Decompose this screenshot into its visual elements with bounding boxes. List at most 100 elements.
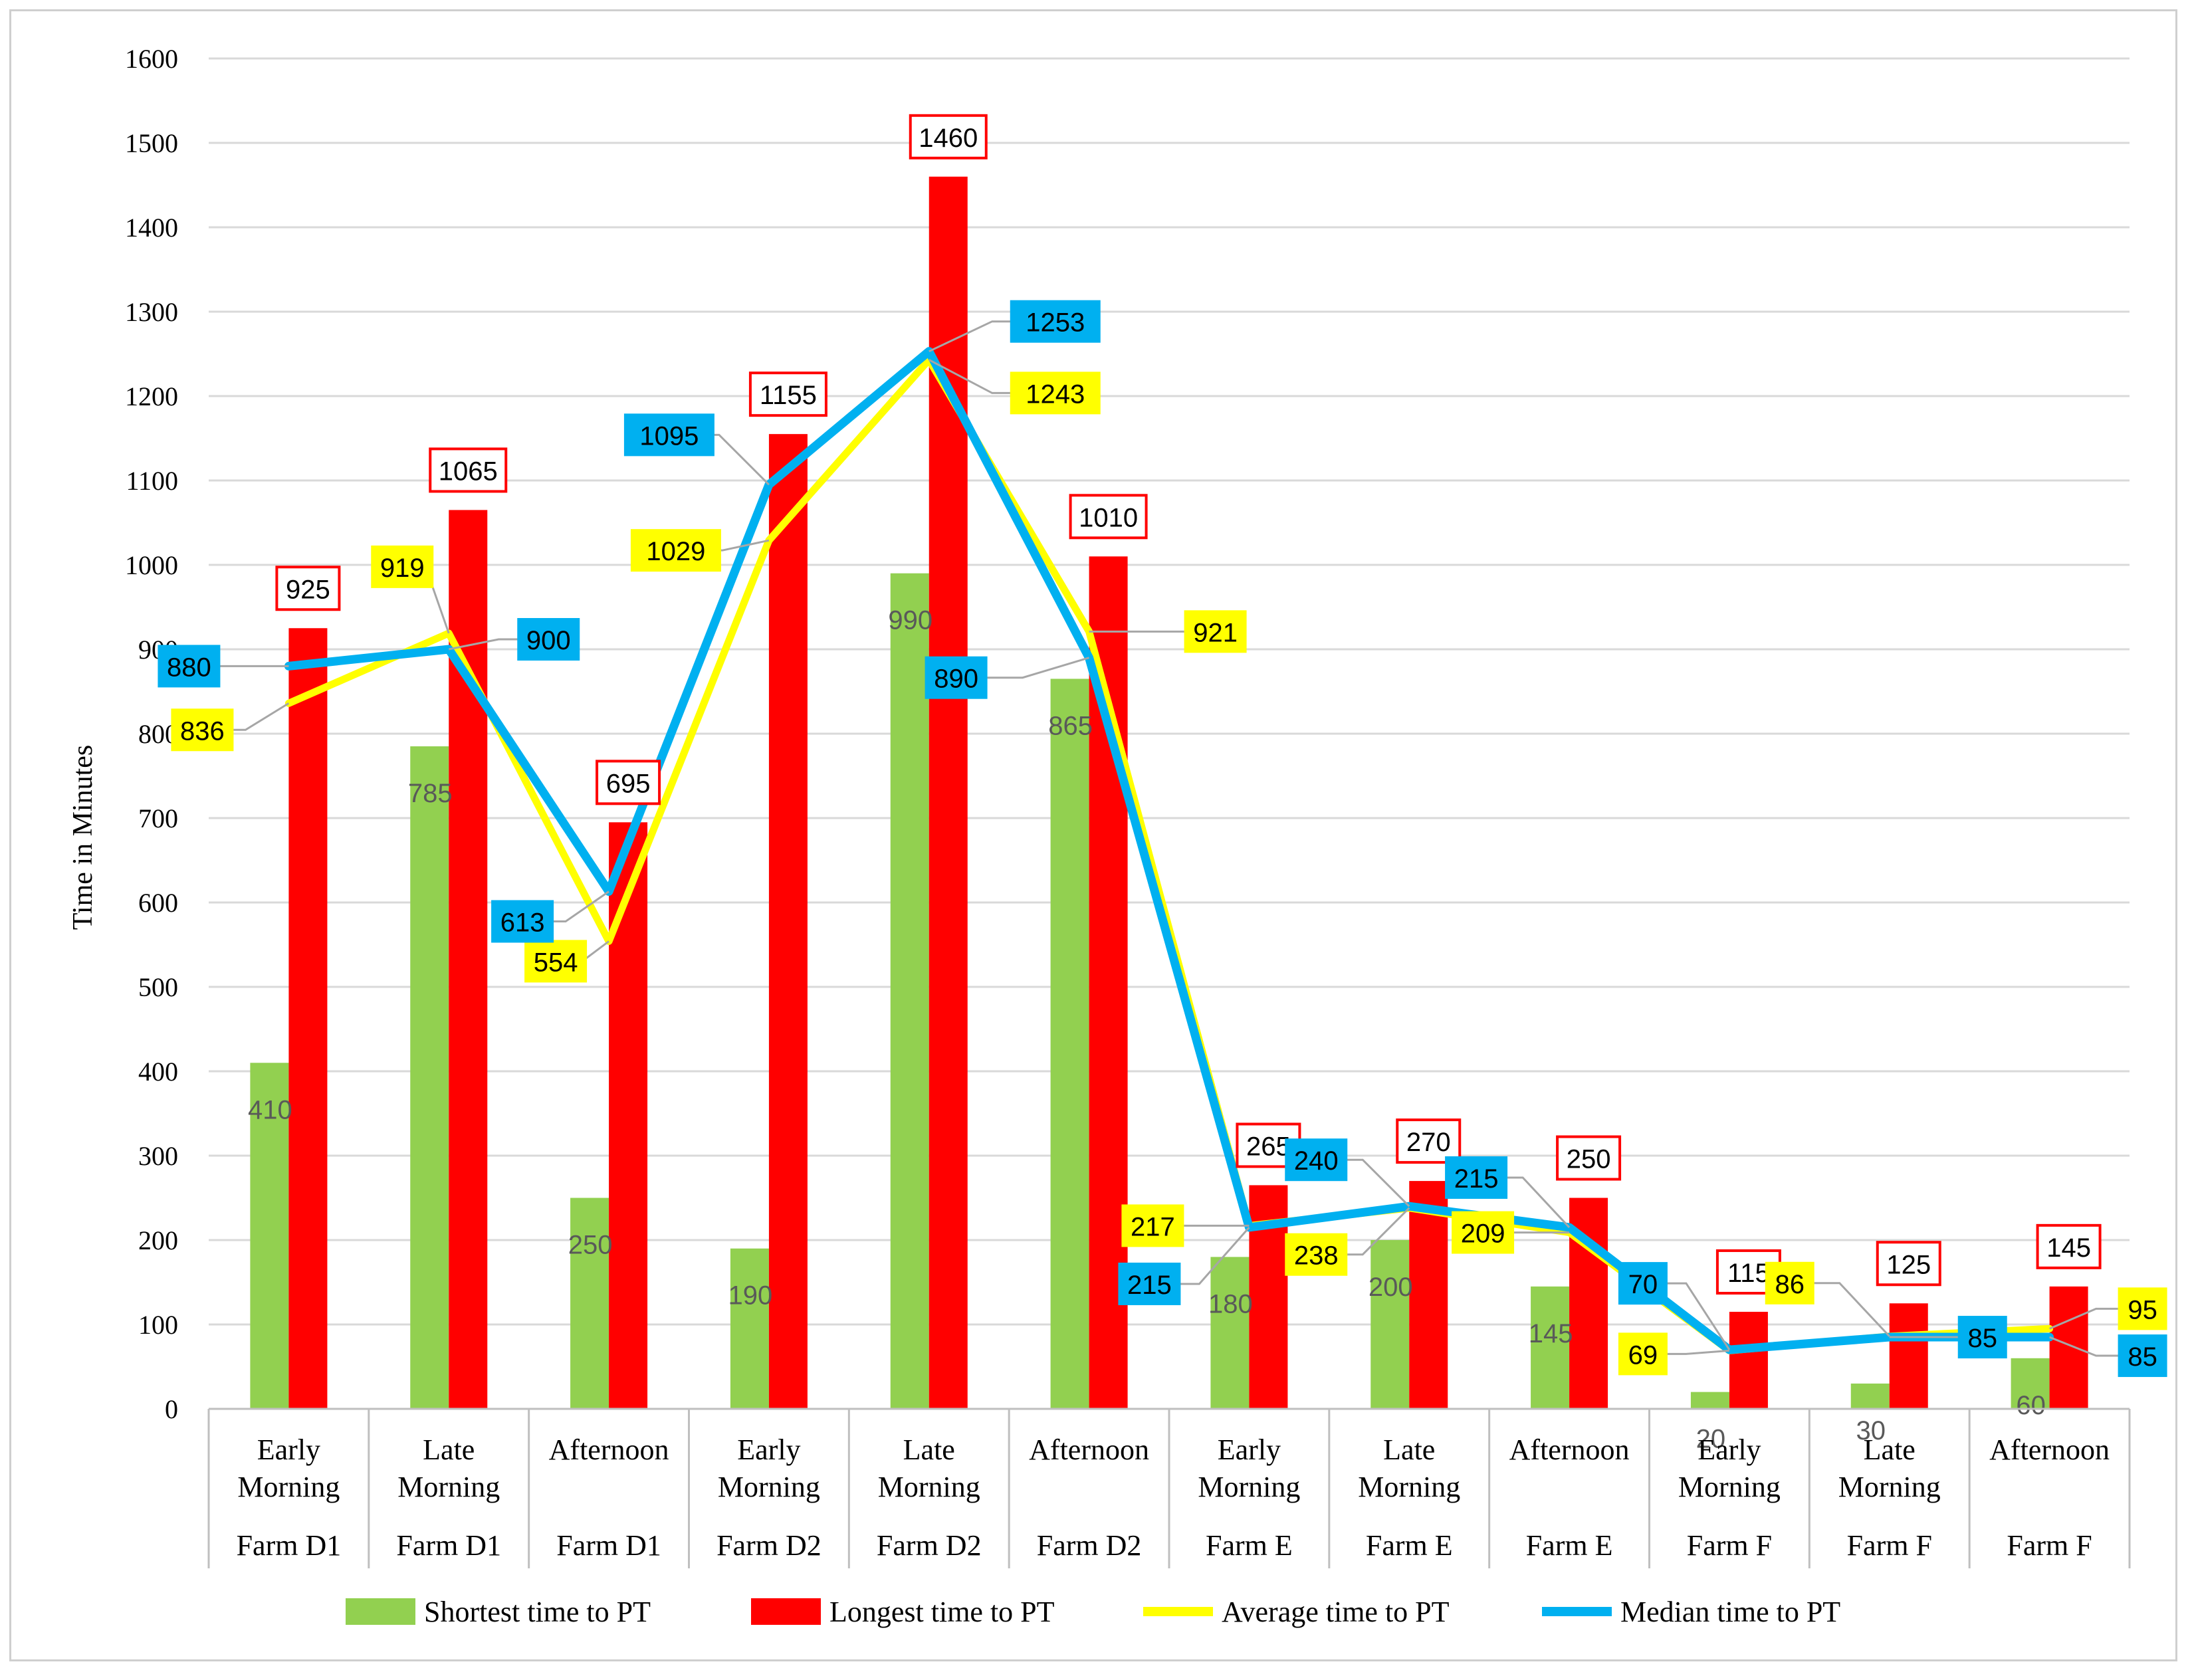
bar-longest [609, 822, 648, 1409]
x-tick-label-time: Afternoon [1509, 1433, 1630, 1466]
data-label-shortest: 410 [248, 1095, 292, 1124]
data-label-median: 215 [1454, 1164, 1499, 1194]
bar-shortest [1690, 1392, 1729, 1409]
y-tick-label: 500 [138, 972, 178, 1002]
x-tick-label-time: Morning [397, 1471, 500, 1503]
data-label-shortest: 60 [2016, 1391, 2046, 1420]
bar-shortest [410, 746, 449, 1409]
data-label-shortest: 190 [728, 1281, 773, 1311]
data-label-average-box [2118, 1287, 2167, 1330]
data-label-longest: 1065 [439, 457, 498, 486]
bar-shortest [1531, 1286, 1570, 1409]
data-label-box-longest [1556, 1135, 1622, 1181]
legend-label: Shortest time to PT [424, 1596, 651, 1628]
data-label-average: 836 [180, 716, 225, 746]
data-label-shortest: 30 [1856, 1416, 1886, 1445]
x-tick-label-time: Early [737, 1433, 800, 1466]
data-label-longest: 695 [606, 769, 651, 798]
legend-swatch [751, 1598, 821, 1625]
data-label-box-longest [275, 566, 341, 611]
x-tick-label-time: Early [1218, 1433, 1281, 1466]
data-label-box-longest [2036, 1223, 2102, 1269]
bar-shortest [2011, 1358, 2050, 1409]
legend: Shortest time to PT Longest time to PT Ave… [346, 1596, 1840, 1628]
data-label-average: 554 [534, 948, 578, 977]
data-label-average-box [630, 529, 721, 572]
legend-label: Average time to PT [1222, 1596, 1450, 1628]
series-lines [284, 347, 2054, 1354]
legend-label: Longest time to PT [829, 1596, 1055, 1628]
data-label-median-box [1118, 1262, 1181, 1305]
bar-shortest [730, 1248, 769, 1409]
data-label-median: 900 [526, 626, 571, 655]
data-label-median-box [1010, 300, 1101, 343]
y-tick-label: 400 [138, 1057, 178, 1087]
x-tick-label-time: Late [903, 1433, 955, 1466]
x-tick-label-time: Morning [718, 1471, 820, 1503]
data-label-box-longest [748, 371, 827, 417]
data-label-median: 215 [1127, 1271, 1172, 1300]
x-tick-label-farm: Farm F [2007, 1529, 2092, 1562]
x-tick-label-time: Early [1698, 1433, 1761, 1466]
x-tick-label-time: Morning [1358, 1471, 1460, 1503]
y-tick-label: 0 [165, 1394, 178, 1424]
x-tick-label-time: Late [1864, 1433, 1916, 1466]
series-line-median [284, 347, 2054, 1354]
data-label-average-box [1285, 1233, 1348, 1276]
data-label-shortest: 865 [1048, 711, 1093, 740]
x-tick-label-farm: Farm D2 [1037, 1529, 1142, 1562]
data-label-longest: 115 [1727, 1259, 1770, 1288]
bar-longest [1409, 1181, 1448, 1409]
x-tick-label-farm: Farm D1 [396, 1529, 501, 1562]
y-axis-label: Time in Minutes [68, 745, 98, 930]
data-label-median: 70 [1628, 1270, 1658, 1299]
data-label-shortest: 20 [1696, 1425, 1726, 1454]
data-label-median-box [623, 413, 714, 457]
x-tick-label-time: Early [257, 1433, 320, 1466]
data-label-shortest: 200 [1369, 1273, 1413, 1302]
y-tick-label: 1300 [125, 297, 178, 327]
y-tick-label: 1600 [125, 44, 178, 74]
bar-shortest [890, 573, 929, 1410]
data-label-average: 69 [1628, 1340, 1658, 1370]
data-label-median-box [925, 656, 988, 699]
x-tick-label-time: Afternoon [1989, 1433, 2110, 1466]
bars [250, 176, 2088, 1410]
data-label-longest: 925 [286, 575, 330, 604]
data-label-median-box [491, 900, 554, 943]
data-label-average: 1243 [1026, 379, 1085, 409]
data-label-average-box [1121, 1204, 1184, 1247]
x-tick-label-time: Morning [878, 1471, 980, 1503]
x-tick-label-farm: Farm D1 [237, 1529, 342, 1562]
data-label-median: 85 [1968, 1324, 1998, 1353]
data-label-longest: 145 [2046, 1233, 2091, 1263]
bar-shortest [1210, 1257, 1250, 1409]
x-tick-label-time: Afternoon [549, 1433, 669, 1466]
data-label-median-box [2118, 1334, 2167, 1378]
bar-shortest [570, 1198, 609, 1409]
y-tick-label: 600 [138, 888, 178, 918]
data-label-shortest: 250 [568, 1231, 613, 1260]
y-tick-label: 700 [138, 803, 178, 833]
data-label-average: 217 [1131, 1212, 1175, 1241]
x-tick-label-time: Morning [1678, 1471, 1781, 1503]
bar-longest [768, 434, 808, 1409]
data-label-shortest: 145 [1529, 1319, 1573, 1348]
data-label-average: 95 [2128, 1295, 2157, 1324]
data-label-longest: 1010 [1079, 503, 1138, 532]
data-label-median-box [158, 645, 221, 688]
data-label-longest: 265 [1246, 1132, 1291, 1161]
bar-shortest [1370, 1240, 1410, 1409]
bar-shortest [250, 1063, 289, 1409]
data-label-box-longest [596, 760, 661, 805]
y-axis-ticks: 0100200300400500600700800900100011001200… [125, 44, 178, 1424]
data-label-longest: 1155 [760, 381, 817, 410]
data-label-median: 240 [1294, 1146, 1339, 1176]
x-tick-label-farm: Farm E [1526, 1529, 1613, 1562]
x-tick-label-farm: Farm D1 [556, 1529, 661, 1562]
data-label-average-box [171, 708, 234, 752]
data-label-average-box [1618, 1332, 1668, 1376]
bar-shortest [1050, 679, 1089, 1410]
data-label-median: 85 [2128, 1342, 2157, 1372]
